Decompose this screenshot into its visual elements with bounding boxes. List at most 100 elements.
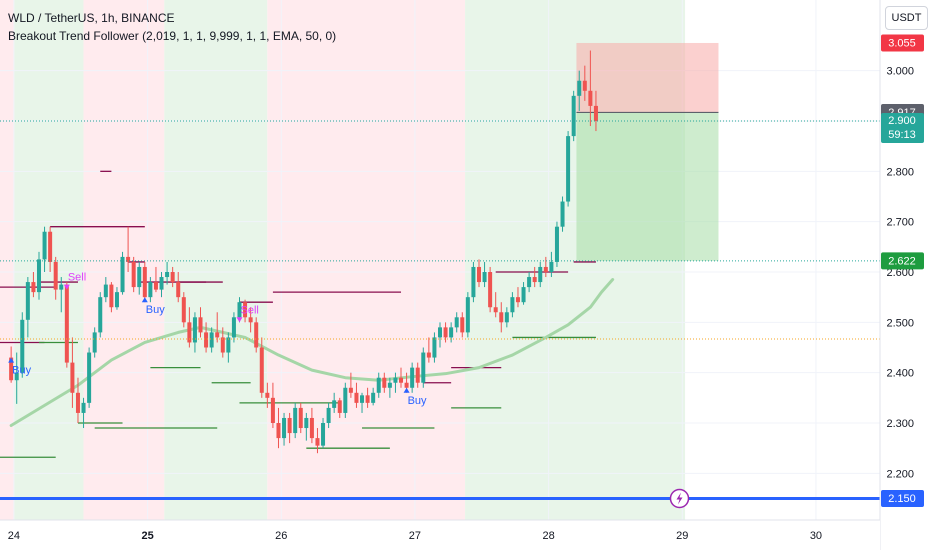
signal-markers: Sell Buy Buy Sell Buy bbox=[8, 272, 427, 407]
candle-body bbox=[176, 282, 181, 298]
candle-body bbox=[14, 372, 19, 381]
candle-body bbox=[87, 352, 92, 403]
stop-loss-badge-bg bbox=[881, 34, 924, 52]
candle-body bbox=[588, 90, 593, 106]
candle-body bbox=[376, 377, 381, 393]
price-tick-label: 2.200 bbox=[886, 468, 914, 480]
position-risk-zone bbox=[576, 42, 719, 113]
price-axis[interactable]: 3.000 2.900 2.800 2.700 2.600 2.500 2.400 2.300… bbox=[879, 0, 932, 550]
candle-body bbox=[449, 327, 454, 338]
candle-body bbox=[421, 352, 426, 383]
candle-body bbox=[482, 271, 487, 283]
candle-body bbox=[298, 407, 303, 429]
candle-body bbox=[70, 362, 75, 393]
currency-unit-button[interactable]: USDT bbox=[885, 6, 928, 30]
time-axis[interactable]: 24 25 26 27 28 29 30 bbox=[0, 519, 880, 550]
breakout-levels bbox=[0, 170, 596, 458]
alert-level-badge: 2.150 bbox=[888, 493, 916, 505]
candle-body bbox=[382, 377, 387, 388]
candle-body bbox=[538, 266, 543, 283]
candle-body bbox=[98, 297, 103, 333]
candle-body bbox=[270, 397, 275, 423]
sell-signal-label: Sell bbox=[68, 272, 86, 284]
position-reward-zone bbox=[576, 112, 719, 261]
candle-body bbox=[365, 395, 370, 403]
time-tick-label: 29 bbox=[676, 530, 688, 542]
take-profit-badge-bg bbox=[881, 252, 924, 270]
candle-body bbox=[20, 319, 25, 373]
take-profit-badge: 2.622 bbox=[888, 255, 916, 267]
price-tick-label: 2.600 bbox=[886, 267, 914, 279]
candle-body bbox=[120, 256, 125, 293]
buy-signal-label: Buy bbox=[146, 304, 165, 316]
candle-body bbox=[142, 266, 147, 298]
candle-body bbox=[192, 317, 197, 343]
candle-body bbox=[371, 392, 376, 403]
candle-body bbox=[515, 297, 520, 303]
candle-body bbox=[259, 347, 264, 393]
time-tick-label: 27 bbox=[409, 530, 421, 542]
candle-body bbox=[153, 282, 158, 290]
price-tick-label: 2.800 bbox=[886, 166, 914, 178]
candle-body bbox=[454, 317, 459, 328]
trend-zone-bear bbox=[0, 0, 14, 520]
time-axis-bg bbox=[0, 520, 880, 550]
candle-body bbox=[488, 271, 493, 308]
candle-body bbox=[109, 284, 114, 308]
chart-legend: WLD / TetherUS, 1h, BINANCE Breakout Tre… bbox=[8, 9, 336, 45]
candle-body bbox=[315, 438, 320, 446]
ema-line bbox=[9, 278, 615, 428]
candle-body bbox=[126, 256, 131, 262]
candle-body bbox=[148, 282, 153, 298]
candle-body bbox=[75, 392, 80, 413]
candle-body bbox=[326, 407, 331, 423]
grid bbox=[0, 0, 880, 520]
candle-body bbox=[25, 282, 30, 320]
candle-body bbox=[276, 422, 281, 439]
candle-body bbox=[31, 282, 36, 293]
candle-body bbox=[493, 307, 498, 313]
time-tick-label: 30 bbox=[810, 530, 822, 542]
candle-body bbox=[103, 284, 108, 298]
candle-body bbox=[476, 266, 481, 283]
candle-body bbox=[471, 266, 476, 298]
candle-body bbox=[465, 297, 470, 333]
candle-body bbox=[566, 136, 571, 202]
candle-body bbox=[527, 277, 532, 288]
time-tick-label: 24 bbox=[8, 530, 20, 542]
candle-body bbox=[226, 337, 231, 353]
candle-body bbox=[554, 226, 559, 262]
candle-body bbox=[42, 231, 47, 260]
candle-body bbox=[237, 302, 242, 318]
candle-body bbox=[265, 392, 270, 398]
candle-body bbox=[410, 367, 415, 388]
current-price-badge-bg bbox=[881, 113, 924, 143]
candle-body bbox=[582, 80, 587, 91]
candle-body bbox=[510, 297, 515, 313]
time-tick-label: 26 bbox=[275, 530, 287, 542]
position-tool[interactable] bbox=[576, 42, 719, 261]
candle-body bbox=[443, 327, 448, 338]
candle-body bbox=[92, 332, 97, 353]
candle-body bbox=[9, 357, 14, 381]
sell-signal-arrow bbox=[236, 317, 243, 323]
candle-body bbox=[321, 422, 326, 446]
candle-body bbox=[337, 400, 342, 413]
price-tick-label: 2.500 bbox=[886, 317, 914, 329]
candle-body bbox=[354, 392, 359, 403]
candle-body bbox=[460, 317, 465, 333]
countdown-badge: 59:13 bbox=[888, 129, 916, 141]
trend-background-zones bbox=[0, 0, 686, 520]
time-tick-label: 28 bbox=[542, 530, 554, 542]
lightning-alert-icon bbox=[669, 488, 690, 509]
candle-body bbox=[499, 312, 504, 323]
sell-signal-arrow bbox=[63, 284, 70, 290]
candle-body bbox=[282, 417, 287, 439]
ema-series-line bbox=[9, 278, 615, 428]
price-tick-label: 3.000 bbox=[886, 66, 914, 78]
candle-body bbox=[254, 322, 259, 348]
candle-body bbox=[287, 417, 292, 434]
candle-body bbox=[571, 95, 576, 137]
candles bbox=[9, 50, 598, 454]
